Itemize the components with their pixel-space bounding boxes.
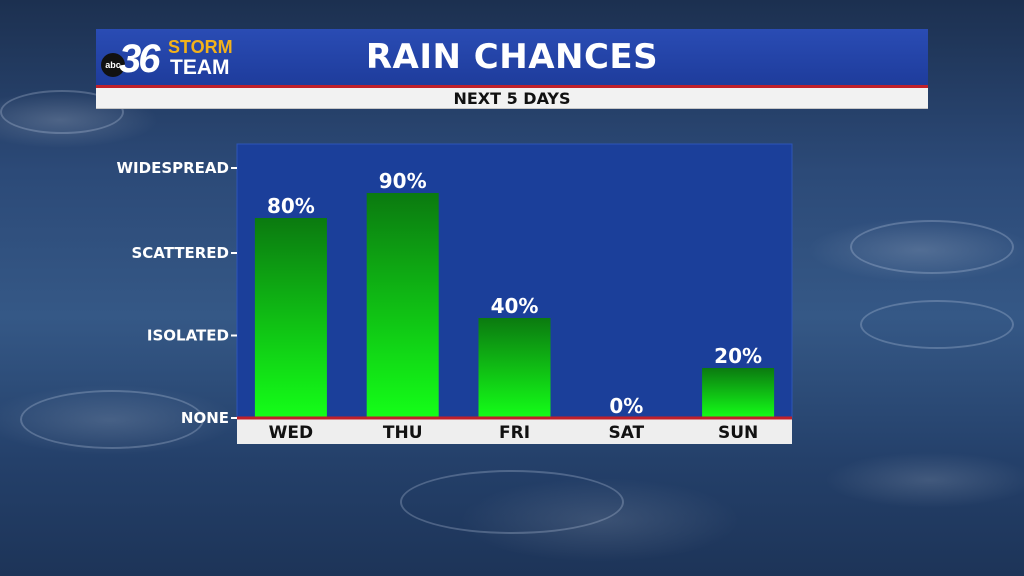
logo-team-text: TEAM <box>170 56 230 79</box>
bar-series: 80% 90% 40% 0% 20% <box>254 169 775 418</box>
value-label-fri: 40% <box>491 294 539 318</box>
x-axis: WED THU FRI SAT SUN <box>269 423 759 443</box>
x-tick-label-sun: SUN <box>718 423 758 443</box>
bar-wed <box>254 218 327 418</box>
bar-fri <box>478 318 551 418</box>
x-tick-label-wed: WED <box>269 423 313 443</box>
chart-subtitle: NEXT 5 DAYS <box>453 89 571 108</box>
y-axis: NONE ISOLATED SCATTERED WIDESPREAD <box>117 159 237 427</box>
x-tick-label-sat: SAT <box>608 423 644 443</box>
network-badge: abc <box>101 53 125 77</box>
x-tick-label-thu: THU <box>383 423 423 443</box>
value-label-sat: 0% <box>609 394 643 418</box>
y-tick-label: ISOLATED <box>147 327 229 345</box>
x-tick-label-fri: FRI <box>499 423 530 443</box>
value-label-wed: 80% <box>267 194 315 218</box>
title-bar: RAIN CHANCES <box>96 29 928 88</box>
subtitle-bar: NEXT 5 DAYS <box>96 88 928 109</box>
water-ripple <box>860 300 1014 349</box>
bar-sun <box>702 368 775 418</box>
value-label-sun: 20% <box>714 344 762 368</box>
y-tick-label: NONE <box>181 409 229 427</box>
water-ripple <box>0 90 124 134</box>
water-ripple <box>850 220 1014 274</box>
bar-thu <box>366 193 439 418</box>
y-tick-label: SCATTERED <box>131 244 229 262</box>
station-logo: abc 36 STORM TEAM <box>101 37 251 81</box>
logo-number: 36 <box>119 37 160 81</box>
x-axis-band <box>237 418 792 444</box>
water-ripple <box>400 470 624 534</box>
chart-title: RAIN CHANCES <box>365 37 659 77</box>
y-tick-label: WIDESPREAD <box>117 159 229 177</box>
logo-storm-text: STORM <box>168 37 233 57</box>
value-label-thu: 90% <box>379 169 427 193</box>
water-ripple <box>20 390 204 449</box>
